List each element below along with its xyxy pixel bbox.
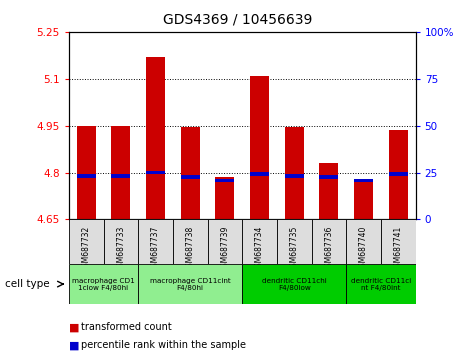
Bar xyxy=(242,264,346,304)
Bar xyxy=(180,175,200,179)
Bar xyxy=(69,264,138,304)
Text: percentile rank within the sample: percentile rank within the sample xyxy=(81,340,246,350)
Text: GSM687739: GSM687739 xyxy=(220,226,229,273)
Bar xyxy=(180,127,200,219)
Text: dendritic CD11ci
nt F4/80int: dendritic CD11ci nt F4/80int xyxy=(351,278,411,291)
Bar xyxy=(389,172,408,176)
Bar xyxy=(104,219,138,264)
Bar xyxy=(111,126,131,219)
Bar xyxy=(76,174,96,178)
Bar xyxy=(138,219,173,264)
Text: GSM687737: GSM687737 xyxy=(151,226,160,273)
Text: cell type: cell type xyxy=(5,279,49,289)
Bar xyxy=(346,219,381,264)
Bar xyxy=(354,179,373,219)
Bar xyxy=(250,172,269,176)
Text: GSM687735: GSM687735 xyxy=(290,226,299,273)
Text: transformed count: transformed count xyxy=(81,322,171,332)
Bar xyxy=(381,219,416,264)
Bar xyxy=(312,219,346,264)
Text: GSM687738: GSM687738 xyxy=(186,226,195,272)
Bar xyxy=(69,219,104,264)
Text: GSM687741: GSM687741 xyxy=(394,226,403,272)
Bar xyxy=(76,126,96,219)
Bar xyxy=(208,219,242,264)
Bar xyxy=(389,130,408,219)
Bar xyxy=(146,57,165,219)
Bar xyxy=(242,219,277,264)
Text: GDS4369 / 10456639: GDS4369 / 10456639 xyxy=(163,12,312,27)
Text: GSM687733: GSM687733 xyxy=(116,226,125,273)
Text: macrophage CD11cint
F4/80hi: macrophage CD11cint F4/80hi xyxy=(150,278,231,291)
Bar xyxy=(138,264,242,304)
Bar xyxy=(250,76,269,219)
Text: ■: ■ xyxy=(69,340,79,350)
Bar xyxy=(319,175,339,179)
Text: ■: ■ xyxy=(69,322,79,332)
Bar xyxy=(277,219,312,264)
Bar xyxy=(354,178,373,182)
Bar xyxy=(285,127,304,219)
Text: GSM687732: GSM687732 xyxy=(82,226,91,272)
Bar xyxy=(215,177,235,219)
Bar xyxy=(346,264,416,304)
Text: GSM687734: GSM687734 xyxy=(255,226,264,273)
Bar xyxy=(111,174,131,178)
Bar xyxy=(173,219,208,264)
Text: GSM687740: GSM687740 xyxy=(359,226,368,273)
Bar xyxy=(146,171,165,175)
Bar xyxy=(319,163,339,219)
Text: dendritic CD11chi
F4/80low: dendritic CD11chi F4/80low xyxy=(262,278,327,291)
Bar xyxy=(215,178,235,182)
Bar xyxy=(285,174,304,178)
Text: macrophage CD1
1clow F4/80hi: macrophage CD1 1clow F4/80hi xyxy=(72,278,135,291)
Text: GSM687736: GSM687736 xyxy=(324,226,333,273)
